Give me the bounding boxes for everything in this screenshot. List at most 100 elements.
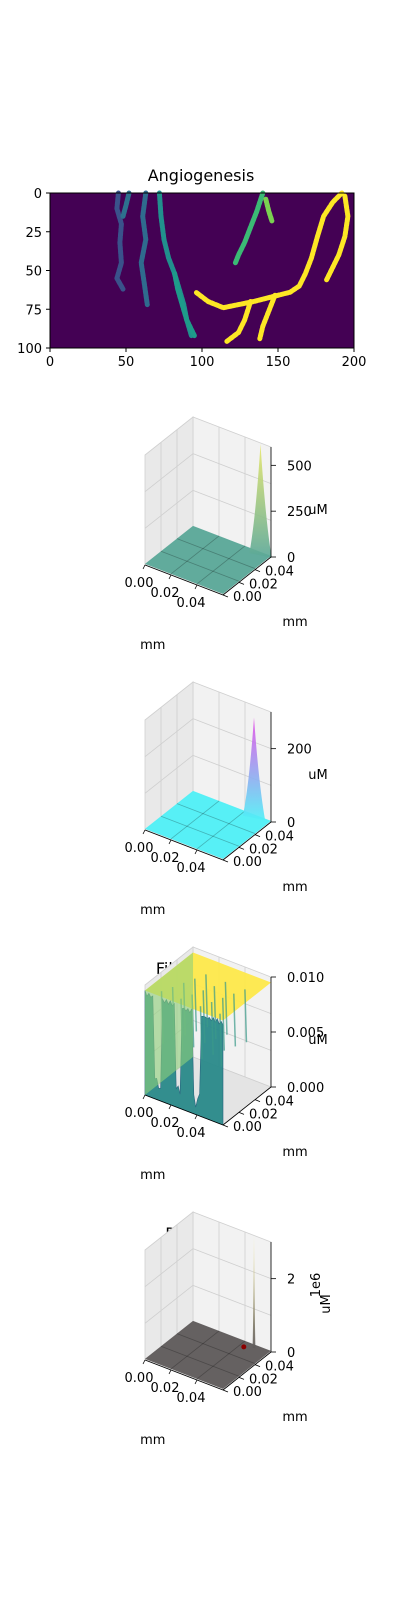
fibronectin-valley [219, 1013, 223, 1067]
x-tick-mark [142, 1094, 146, 1100]
x-axis-line [144, 829, 224, 861]
fibronectin-panel: Fibronectin0.000.020.04mm0.000.020.04mm0… [125, 946, 328, 1183]
z-tick-label: 0.000 [287, 1081, 324, 1096]
x-tick-label: 0.00 [125, 576, 154, 591]
x-tick-mark [142, 829, 146, 835]
x-tick-mark [168, 1104, 172, 1110]
angiogenesis-panel: Angiogenesis 0 50 100 150 200 0 25 50 75 100 [17, 166, 366, 370]
z-tick-label: 0 [287, 1346, 295, 1361]
x-axis-label: mm [140, 1433, 165, 1448]
fibronectin-side-wall [145, 952, 193, 1095]
fibronectin-valley [199, 1006, 203, 1060]
grid-line [144, 1248, 194, 1287]
z-tick-label: 250 [287, 505, 312, 520]
surface-panels: VEGF0.000.020.04mm0.000.020.04mm0250500u… [125, 416, 334, 1448]
fibronectin-valley [213, 986, 217, 1039]
y-tick-mark [222, 1124, 229, 1128]
surface-grid-line [176, 1333, 256, 1364]
z-tick-label: 200 [287, 743, 312, 758]
x-tick-label: 0.02 [151, 851, 180, 866]
angiogenesis-y-ticks: 0 25 50 75 100 [17, 187, 50, 357]
y-tick-label: 0.04 [265, 1360, 294, 1375]
grid-line [192, 718, 272, 750]
y-axis-label: mm [282, 1145, 307, 1160]
y-axis-label: mm [282, 1410, 307, 1425]
angiogenesis-y-tick-label: 50 [25, 265, 42, 280]
fibronectin-valley [244, 989, 248, 1043]
angiogenesis-x-tick-label: 50 [118, 355, 135, 370]
protease-panel: Protease0.000.020.04mm0.000.020.04mm021e… [125, 1211, 334, 1448]
y-tick-label: 0.02 [249, 1372, 278, 1387]
z-axis-label: uM [319, 1294, 334, 1313]
fibronectin-valley [210, 1001, 214, 1055]
y-axis-line [222, 556, 272, 596]
y-tick-mark [254, 834, 261, 838]
surface-grid-line [196, 1340, 246, 1380]
x-tick-label: 0.04 [177, 1126, 206, 1141]
y-tick-label: 0.04 [265, 830, 294, 845]
y-tick-mark [238, 1376, 245, 1380]
angiogenesis-x-ticks: 0 50 100 150 200 [46, 348, 366, 370]
y-tick-label: 0.00 [233, 1385, 262, 1400]
x-tick-mark [194, 1379, 198, 1385]
x-tick-label: 0.02 [151, 586, 180, 601]
y-axis-label: mm [282, 880, 307, 895]
grid-line [144, 718, 194, 757]
y-tick-mark [254, 1099, 261, 1103]
y-tick-label: 0.02 [249, 842, 278, 857]
grid-line [192, 1284, 272, 1316]
fibronectin-valley [233, 993, 237, 1047]
y-tick-label: 0.04 [265, 1095, 294, 1110]
angiogenesis-vessel [193, 190, 345, 311]
grid-line [144, 490, 194, 529]
grid-line [144, 453, 194, 492]
surface-grid-line [196, 545, 246, 585]
angiogenesis-vessels [114, 190, 351, 345]
x-axis-line [144, 1094, 224, 1126]
z-axis-label: uM [308, 1033, 327, 1048]
fibronectin-valley [205, 974, 209, 1028]
x-axis-label: mm [140, 1168, 165, 1183]
angiogenesis-y-tick-label: 25 [25, 226, 42, 241]
angiogenesis-x-tick-label: 150 [266, 355, 291, 370]
y-axis-line [222, 1086, 272, 1126]
x-tick-label: 0.00 [125, 1106, 154, 1121]
x-tick-label: 0.00 [125, 841, 154, 856]
pedf-surface [145, 790, 271, 859]
surface-grid-line [176, 538, 256, 569]
angiogenesis-y-tick-label: 100 [17, 342, 42, 357]
y-tick-label: 0.02 [249, 1107, 278, 1122]
angiogenesis-x-tick-label: 100 [190, 355, 215, 370]
angiogenesis-y-tick-label: 75 [25, 303, 42, 318]
protease-peak [252, 1234, 256, 1349]
grid-line [192, 1248, 272, 1280]
y-tick-label: 0.00 [233, 855, 262, 870]
x-axis-line [144, 564, 224, 596]
y-tick-label: 0.00 [233, 590, 262, 605]
z-axis-label: uM [308, 768, 327, 783]
y-tick-mark [222, 594, 229, 598]
x-tick-label: 0.02 [151, 1116, 180, 1131]
x-tick-mark [142, 564, 146, 570]
y-axis-line [222, 821, 272, 861]
angiogenesis-y-tick-label: 0 [34, 187, 42, 202]
x-tick-label: 0.02 [151, 1381, 180, 1396]
fibronectin-valley [194, 978, 198, 1032]
angiogenesis-vessel [232, 190, 266, 266]
angiogenesis-vessel [172, 271, 197, 339]
protease-surface [145, 1320, 271, 1389]
y-axis-label: mm [282, 615, 307, 630]
fibronectin-valley [221, 997, 226, 1051]
z-tick-label: 500 [287, 459, 312, 474]
x-tick-mark [168, 839, 172, 845]
y-tick-label: 0.02 [249, 577, 278, 592]
z-tick-label: 2 [287, 1273, 295, 1288]
vegf-surface [145, 525, 271, 594]
x-tick-label: 0.04 [177, 596, 206, 611]
y-tick-mark [222, 859, 229, 863]
angiogenesis-vessel [223, 299, 254, 345]
y-tick-mark [254, 1364, 261, 1368]
surface-grid-line [176, 803, 256, 834]
